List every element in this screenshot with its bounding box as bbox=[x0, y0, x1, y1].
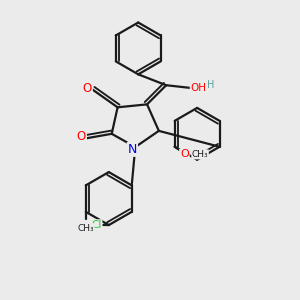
Text: H: H bbox=[207, 80, 214, 90]
Text: CH₃: CH₃ bbox=[77, 224, 94, 232]
Text: CH₃: CH₃ bbox=[192, 150, 208, 159]
Text: O: O bbox=[180, 149, 189, 159]
Text: Cl: Cl bbox=[91, 220, 102, 230]
Text: N: N bbox=[128, 143, 137, 156]
Text: OH: OH bbox=[190, 83, 207, 93]
Text: O: O bbox=[83, 82, 92, 95]
Text: O: O bbox=[77, 130, 86, 143]
